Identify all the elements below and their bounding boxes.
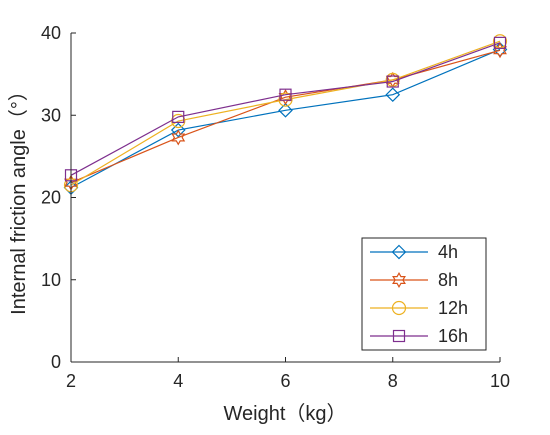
x-tick-label: 4 [173,371,183,391]
y-axis-label: Internal friction angle（°） [7,81,30,315]
series-line-16h [70,42,501,176]
legend-item-16h: 16h [370,326,468,346]
x-tick-label: 6 [280,371,290,391]
series-line-8h [70,49,501,184]
legend-item-4h: 4h [370,242,458,262]
x-tick-label: 10 [490,371,510,391]
x-axis-label: Weight（kg） [223,402,346,425]
x-tick-label: 2 [66,371,76,391]
y-tick-label: 20 [41,188,61,208]
y-tick-label: 30 [41,105,61,125]
data-point-12h-4 [492,34,508,49]
data-point-4h-3 [385,87,401,103]
series-line-4h [70,48,501,189]
legend-label: 16h [438,326,468,346]
data-point-16h-1 [172,110,185,123]
legend-label: 4h [438,242,458,262]
data-point-16h-4 [493,36,507,49]
data-point-16h-3 [386,75,399,88]
data-point-8h-1 [171,129,186,146]
legend-item-8h: 8h [370,270,458,290]
legend-label: 8h [438,270,458,290]
legend-item-12h: 12h [370,298,468,318]
x-tick-label: 8 [388,371,398,391]
data-point-4h-1 [170,122,186,138]
data-point-4h-2 [278,102,293,118]
legend-marker [392,329,406,343]
axes-layer: 2 4 6 8 10 0 10 20 30 40 [41,23,510,391]
y-tick-label: 0 [51,352,61,372]
data-point-16h-2 [279,88,292,101]
legend-marker [391,244,407,260]
legend: 4h 8h 12h 16h [361,237,487,351]
y-tick-label: 40 [41,23,61,43]
legend-box [361,237,487,351]
data-point-12h-3 [385,72,400,87]
legend-marker [391,300,407,316]
y-tick-label: 10 [41,270,61,290]
legend-label: 12h [438,298,468,318]
legend-marker [392,271,406,289]
data-point-12h-2 [278,92,293,107]
